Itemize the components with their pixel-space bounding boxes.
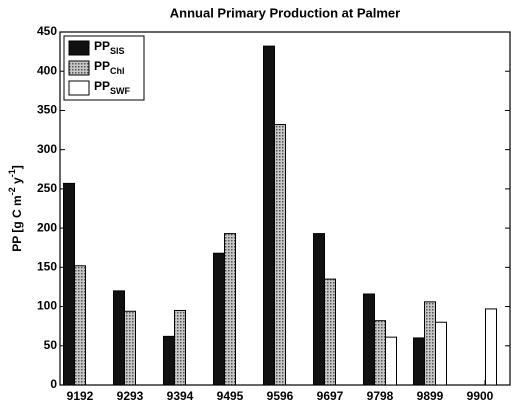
y-tick-label: 200: [37, 220, 57, 234]
legend-swatch: [68, 40, 90, 56]
y-tick-label: 350: [37, 103, 57, 117]
legend-name: PP: [94, 39, 110, 53]
bar: [263, 45, 275, 386]
bar: [174, 309, 186, 386]
y-label-part: PP [g C m: [10, 195, 24, 251]
bar: [363, 293, 375, 386]
y-tick-label: 150: [37, 260, 57, 274]
bar: [213, 252, 225, 386]
bar: [63, 182, 75, 386]
legend-label: PPSWF: [94, 79, 131, 96]
y-label-part: ]: [10, 165, 24, 169]
bar: [313, 233, 325, 386]
x-tick-label: 9697: [317, 389, 344, 403]
bar: [274, 124, 286, 386]
bar: [74, 265, 86, 386]
bar: [324, 278, 336, 386]
legend-label: PPSIS: [94, 39, 125, 56]
bar: [113, 290, 125, 386]
y-tick-label: 0: [50, 377, 57, 391]
legend-sub: SIS: [110, 46, 125, 56]
x-tick-label: 9192: [67, 389, 94, 403]
bar: [124, 310, 136, 386]
legend-label: PPChl: [94, 59, 125, 76]
bar: [435, 321, 447, 386]
x-tick-label: 9798: [367, 389, 394, 403]
bar: [163, 335, 175, 386]
y-tick-label: 50: [44, 338, 58, 352]
y-label-sup: -2: [7, 187, 17, 195]
x-tick-label: 9495: [217, 389, 244, 403]
bar: [485, 308, 497, 386]
y-tick-label: 100: [37, 299, 57, 313]
bar: [374, 320, 386, 386]
legend-name: PP: [94, 79, 110, 93]
legend-sub: SWF: [110, 86, 130, 96]
bar: [424, 301, 436, 386]
chart-title: Annual Primary Production at Palmer: [170, 5, 400, 20]
y-label-part: y: [10, 177, 24, 187]
bar: [385, 336, 397, 386]
x-tick-label: 9394: [167, 389, 194, 403]
legend-swatch: [68, 60, 90, 76]
bar: [224, 233, 236, 386]
y-tick-label: 400: [37, 63, 57, 77]
y-axis-label: PP [g C m-2 y-1]: [7, 165, 24, 252]
x-tick-label: 9900: [467, 389, 494, 403]
y-tick-label: 300: [37, 142, 57, 156]
x-tick-label: 9293: [117, 389, 144, 403]
bar: [413, 337, 425, 386]
x-tick-label: 9899: [417, 389, 444, 403]
y-tick-label: 250: [37, 181, 57, 195]
y-label-sup: -1: [7, 169, 17, 177]
legend-name: PP: [94, 59, 110, 73]
legend-swatch: [68, 80, 90, 96]
legend-sub: Chl: [110, 66, 125, 76]
x-tick-label: 9596: [267, 389, 294, 403]
y-tick-label: 450: [37, 24, 57, 38]
